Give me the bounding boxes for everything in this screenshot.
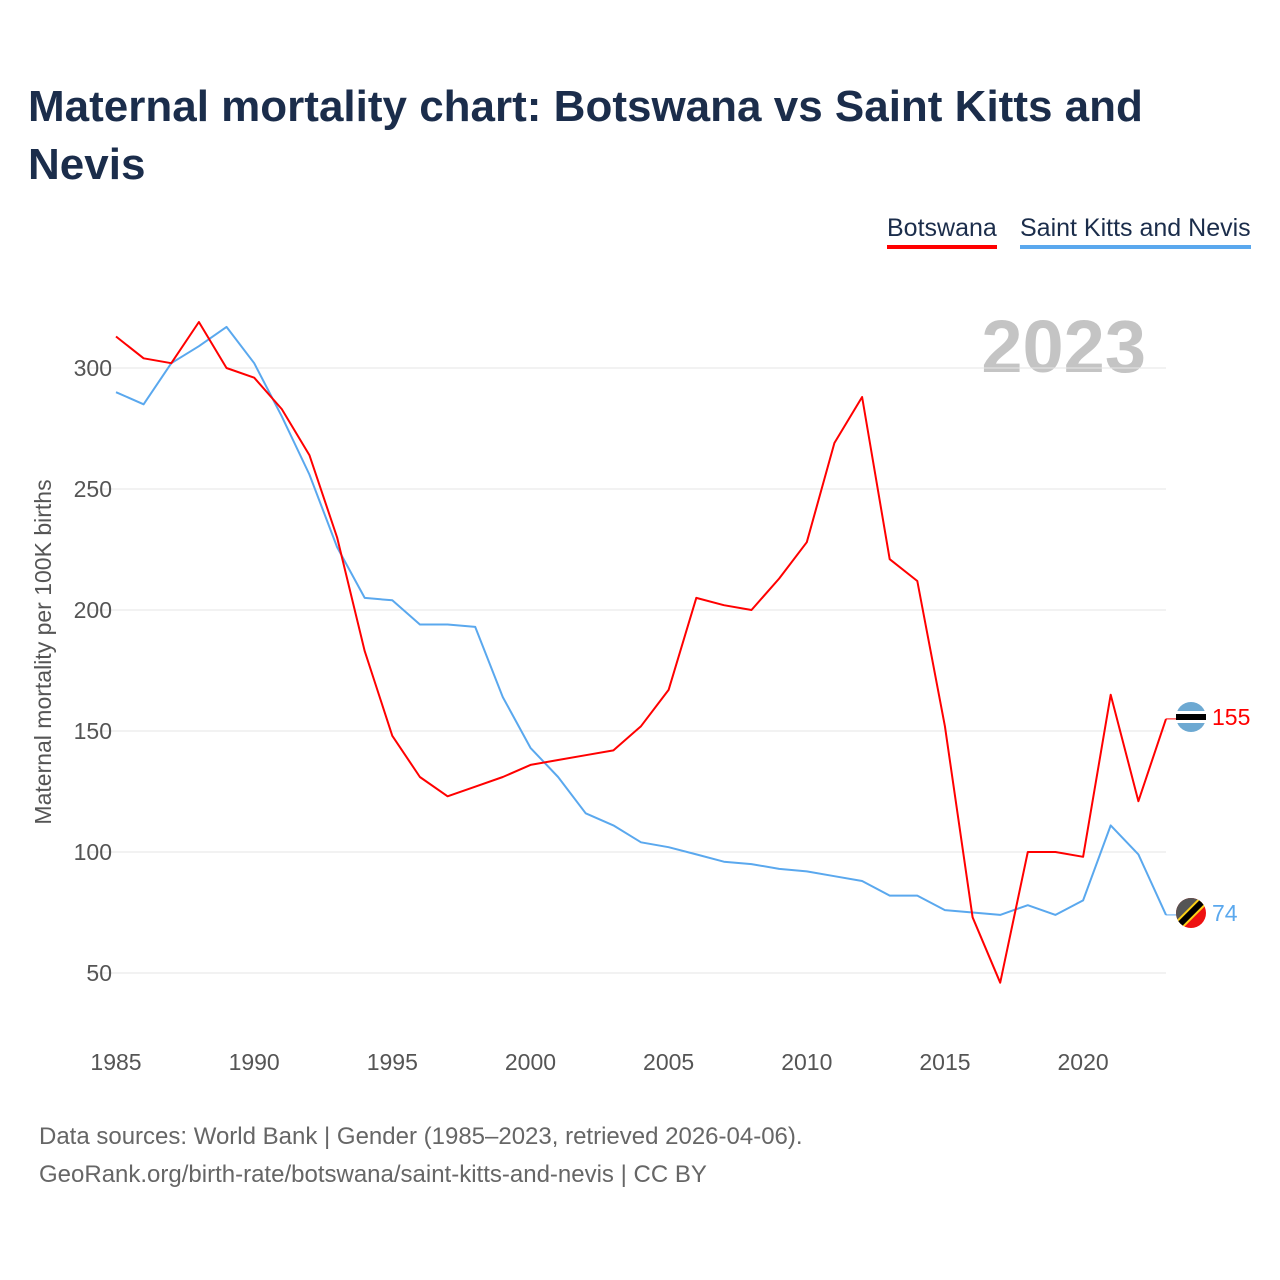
y-tick-label: 50	[86, 960, 112, 986]
saint-kitts-and-nevis-flag-icon	[1176, 898, 1206, 928]
data-source-text: Data sources: World Bank | Gender (1985–…	[39, 1123, 803, 1150]
footer: Data sources: World Bank | Gender (1985–…	[39, 1118, 803, 1194]
y-tick-label: 100	[74, 839, 112, 865]
end-label-botswana: 155	[1212, 704, 1250, 730]
x-tick-label: 2000	[505, 1049, 556, 1075]
y-tick-label: 150	[74, 718, 112, 744]
x-tick-label: 2020	[1058, 1049, 1109, 1075]
legend-saint-kitts-and-nevis[interactable]: Saint Kitts and Nevis	[1020, 214, 1251, 249]
y-tick-label: 300	[74, 355, 112, 381]
x-tick-label: 1990	[229, 1049, 280, 1075]
x-tick-label: 1985	[90, 1049, 141, 1075]
year-watermark: 2023	[981, 305, 1146, 388]
chart-title: Maternal mortality chart: Botswana vs Sa…	[28, 82, 1143, 189]
y-tick-label: 250	[74, 476, 112, 502]
y-axis-label: Maternal mortality per 100K births	[30, 479, 56, 824]
series-line-botswana	[115, 321, 1167, 984]
legend-botswana[interactable]: Botswana	[887, 214, 997, 249]
x-tick-label: 2015	[919, 1049, 970, 1075]
y-tick-label: 200	[74, 597, 112, 623]
series-line-saint-kitts-and-nevis	[115, 325, 1167, 916]
source-url-text[interactable]: GeoRank.org/birth-rate/botswana/saint-ki…	[39, 1161, 707, 1188]
x-tick-label: 2010	[781, 1049, 832, 1075]
botswana-flag-icon	[1176, 702, 1206, 732]
x-tick-label: 2005	[643, 1049, 694, 1075]
end-label-saint-kitts-and-nevis: 74	[1212, 900, 1238, 926]
x-tick-label: 1995	[367, 1049, 418, 1075]
